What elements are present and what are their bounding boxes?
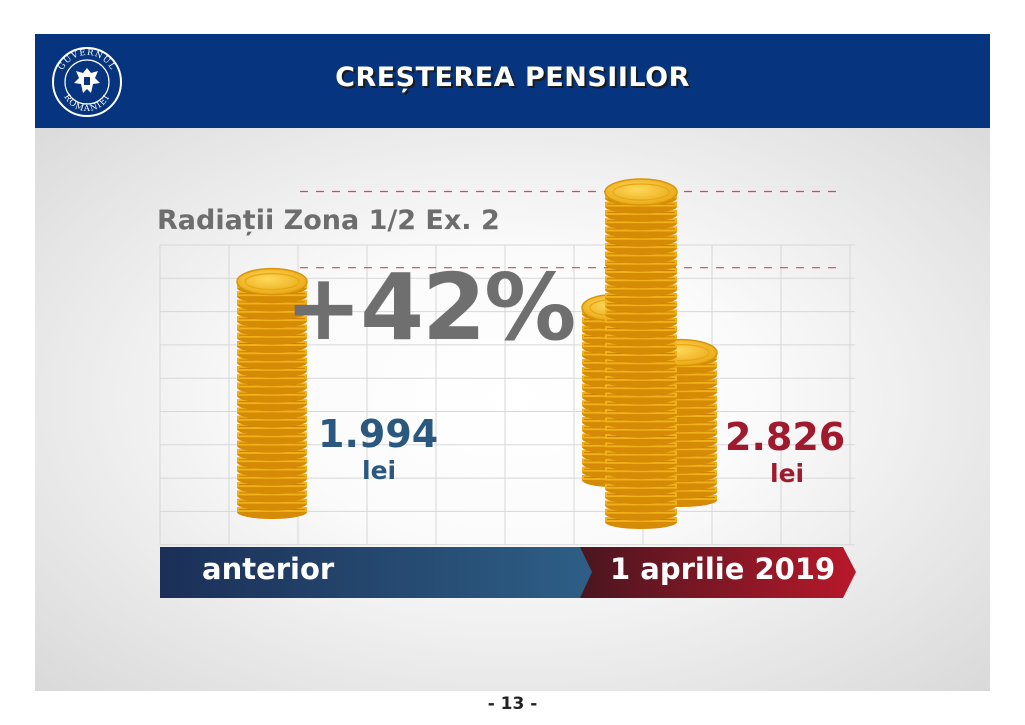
category-band-before (160, 547, 592, 598)
coin-top (604, 178, 678, 206)
government-seal-logo: GUVERNUL ROMÂNIEI (52, 47, 122, 117)
category-bands (160, 547, 856, 598)
coin-top-rim (612, 183, 670, 201)
value-label-after: 2.826 (725, 415, 846, 459)
coin-top-rim (244, 273, 300, 291)
chart-title: Radiații Zona 1/2 Ex. 2 (157, 205, 500, 236)
coin-stack-before (236, 267, 308, 519)
unit-label-after: lei (770, 459, 805, 488)
header-bar: GUVERNUL ROMÂNIEI CREȘTEREA PENSIILOR (35, 34, 990, 128)
value-label-before: 1.994 (318, 412, 439, 456)
page-title: CREȘTEREA PENSIILOR (335, 62, 690, 93)
coin-stacks (236, 178, 718, 529)
category-label-before: anterior (202, 552, 335, 586)
unit-label-before: lei (362, 456, 397, 485)
increase-percentage: +42% (285, 254, 576, 361)
coin-stack-after-main (604, 178, 678, 529)
category-band-after (580, 547, 856, 598)
increase-guide-lines (300, 190, 840, 269)
page-number: - 13 - (487, 694, 538, 714)
category-label-after: 1 aprilie 2019 (610, 552, 836, 586)
